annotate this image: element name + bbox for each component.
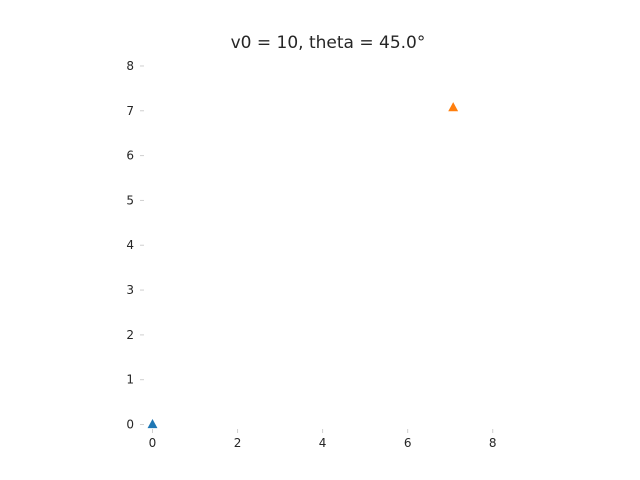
data-marks [147,102,459,429]
y-tick-label: 2 [126,328,134,342]
x-tick-label: 2 [234,436,242,450]
y-tick-label: 8 [126,59,134,73]
y-tick-label: 3 [126,283,134,297]
x-tick-label: 6 [404,436,412,450]
chart-title: v0 = 10, theta = 45.0° [231,33,426,53]
y-tick-label: 7 [126,104,134,118]
axes: 0 2 4 6 8 0 1 2 3 4 5 6 7 8 [126,59,496,450]
y-tick-label: 5 [126,193,134,207]
data-point-series-1-0 [448,102,459,112]
data-point-series-0-0 [147,419,158,429]
y-tick-label: 4 [126,238,134,252]
y-tick-label: 0 [126,418,134,432]
x-tick-label: 4 [319,436,327,450]
y-tick-label: 1 [126,373,134,387]
x-tick-label: 8 [489,436,497,450]
x-tick-label: 0 [149,436,157,450]
y-tick-label: 6 [126,149,134,163]
